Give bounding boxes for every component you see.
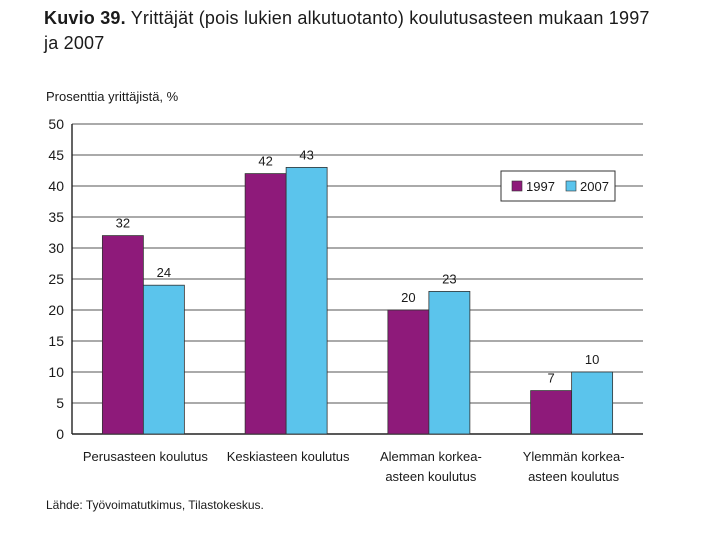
bar-2007 (428, 290, 471, 435)
data-label: 42 (258, 154, 272, 169)
y-tick-label: 0 (56, 426, 64, 442)
data-label: 24 (157, 265, 171, 280)
x-category-label: Ylemmän korkea- (523, 449, 625, 464)
y-tick-label: 35 (48, 209, 64, 225)
bar-2007 (142, 284, 185, 435)
data-label: 10 (585, 352, 599, 367)
x-category-label: Perusasteen koulutus (83, 449, 209, 464)
chart-title: Kuvio 39. Yrittäjät (pois lukien alkutuo… (44, 6, 654, 56)
x-category-label: Alemman korkea- (380, 449, 482, 464)
x-category-label: Keskiasteen koulutus (227, 449, 350, 464)
bar-2007 (571, 371, 614, 435)
data-label: 23 (442, 271, 456, 286)
y-tick-label: 40 (48, 178, 64, 194)
y-tick-label: 45 (48, 147, 64, 163)
bar-1997 (387, 309, 430, 435)
y-tick-label: 25 (48, 271, 64, 287)
y-tick-label: 50 (48, 116, 64, 132)
x-category-label: asteen koulutus (385, 469, 477, 484)
data-label: 20 (401, 290, 415, 305)
y-tick-label: 20 (48, 302, 64, 318)
x-category-label: asteen koulutus (528, 469, 620, 484)
data-label: 32 (116, 216, 130, 231)
y-tick-label: 5 (56, 395, 64, 411)
legend-box (500, 170, 616, 202)
y-tick-label: 15 (48, 333, 64, 349)
legend-label-2007: 2007 (580, 179, 609, 194)
data-label: 7 (548, 371, 555, 386)
data-label: 43 (299, 147, 313, 162)
bar-1997 (530, 390, 573, 435)
bar-1997 (101, 235, 144, 435)
bar-1997 (244, 173, 287, 435)
figure-number: Kuvio 39. (44, 8, 126, 28)
legend-swatch-2007 (565, 180, 577, 192)
y-axis-label: Prosenttia yrittäjistä, % (46, 89, 179, 104)
bar-2007 (285, 166, 328, 435)
y-tick-label: 10 (48, 364, 64, 380)
legend-label-1997: 1997 (526, 179, 555, 194)
source-note: Lähde: Työvoimatutkimus, Tilastokeskus. (46, 498, 264, 512)
figure-title-text: Yrittäjät (pois lukien alkutuotanto) kou… (44, 8, 650, 53)
legend-swatch-1997 (511, 180, 523, 192)
y-tick-label: 30 (48, 240, 64, 256)
